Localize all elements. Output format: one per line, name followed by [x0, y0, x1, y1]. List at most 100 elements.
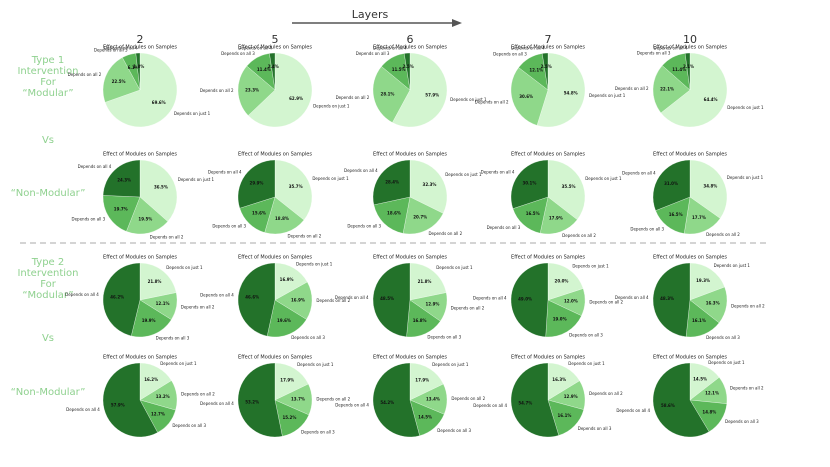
- pie-slice: [126, 196, 168, 235]
- slice-label: Depends on all 3: [291, 335, 325, 340]
- slice-label: Depends on all 3: [437, 428, 471, 433]
- pie-slice: [266, 299, 307, 338]
- pie-slice: [689, 159, 728, 219]
- slice-value: 69.6%: [152, 100, 166, 105]
- slice-value: 16.5%: [669, 212, 683, 217]
- slice-label: Depends on just 1: [297, 362, 334, 367]
- slice-value: 11.4%: [257, 67, 271, 72]
- slice-label: Depends on all 4: [473, 296, 507, 301]
- slice-value: 17.7%: [692, 215, 706, 220]
- slice-value: 20.7%: [413, 215, 427, 220]
- slice-label: Depends on all 4: [511, 46, 545, 51]
- slice-label: Depends on all 3: [156, 335, 190, 340]
- slice-value: 13.7%: [291, 397, 305, 402]
- slice-value: 19.5%: [138, 216, 152, 221]
- pie-slice: [274, 362, 309, 401]
- pie-slice: [237, 159, 276, 209]
- slice-label: Depends on all 2: [589, 391, 623, 396]
- pie-slice: [135, 52, 141, 91]
- slice-label: Depends on all 2: [181, 391, 215, 396]
- slice-label: Depends on all 3: [493, 51, 527, 56]
- pie-slice: [102, 262, 141, 337]
- slice-label: Depends on all 2: [731, 303, 765, 308]
- slice-label: Depends on all 2: [451, 305, 485, 310]
- slice-value: 2.4%: [268, 64, 279, 69]
- slice-label: Depends on all 2: [475, 100, 509, 105]
- pie-slice: [684, 52, 691, 91]
- slice-label: Depends on all 2: [706, 232, 740, 237]
- slice-label: Depends on all 2: [615, 86, 649, 91]
- pie-slice: [372, 262, 411, 337]
- slice-label: Depends on just 1: [174, 111, 211, 116]
- pie-title: Effect of Modules on Samples: [238, 45, 312, 51]
- slice-value: 46.2%: [110, 294, 124, 299]
- slice-value: 11.4%: [672, 67, 686, 72]
- pie-slice: [372, 66, 411, 123]
- slice-value: 11.5%: [392, 67, 406, 72]
- pie-title: Effect of Modules on Samples: [373, 255, 447, 261]
- row-label: For: [40, 77, 57, 88]
- slice-label: Depends on all 3: [356, 51, 390, 56]
- slice-label: Depends on all 3: [630, 226, 664, 231]
- slice-label: Depends on just 1: [585, 176, 622, 181]
- pie-slice: [547, 262, 584, 301]
- slice-label: Depends on all 2: [150, 234, 184, 239]
- slice-value: 2.5%: [403, 64, 414, 69]
- column-label: 2: [137, 33, 144, 46]
- pie-title: Effect of Modules on Samples: [238, 355, 312, 361]
- row-label: Type 1: [31, 55, 65, 66]
- pie-slice: [684, 196, 721, 235]
- slice-value: 19.9%: [142, 318, 156, 323]
- slice-value: 17.9%: [549, 216, 563, 221]
- row-label: “Modular”: [22, 88, 73, 99]
- slice-label: Depends on all 3: [301, 429, 335, 434]
- slice-value: 16.1%: [558, 413, 572, 418]
- pie-title: Effect of Modules on Samples: [511, 152, 585, 158]
- pie-slice: [139, 159, 178, 222]
- slice-value: 28.1%: [381, 91, 395, 96]
- slice-label: Depends on all 4: [78, 164, 112, 169]
- slice-label: Depends on just 1: [568, 361, 605, 366]
- pie-title: Effect of Modules on Samples: [511, 45, 585, 51]
- slice-label: Depends on just 1: [312, 176, 349, 181]
- slice-value: 12.1%: [156, 301, 170, 306]
- pie-title: Effect of Modules on Samples: [511, 255, 585, 261]
- pie-slice: [274, 159, 313, 221]
- pie-title: Effect of Modules on Samples: [373, 355, 447, 361]
- slice-value: 23.3%: [245, 88, 259, 93]
- column-label: 10: [683, 33, 697, 46]
- slice-value: 64.4%: [704, 97, 718, 102]
- slice-label: Depends on all 3: [569, 333, 603, 338]
- pie-slice: [545, 299, 582, 338]
- pie-slice: [652, 65, 691, 114]
- slice-value: 14.5%: [418, 414, 432, 419]
- slice-value: 17.9%: [415, 378, 429, 383]
- slice-value: 16.3%: [552, 377, 566, 382]
- slice-label: Depends on all 2: [68, 72, 102, 77]
- pie-slice: [131, 299, 172, 338]
- slice-label: Depends on just 1: [432, 362, 469, 367]
- slice-label: Depends on just 1: [313, 103, 350, 108]
- slice-label: Depends on all 4: [616, 408, 650, 413]
- pie-slice: [102, 195, 141, 232]
- slice-value: 49.0%: [518, 296, 532, 301]
- slice-value: 20.0%: [555, 278, 569, 283]
- slice-label: Depends on all 3: [72, 217, 106, 222]
- slice-value: 2.1%: [683, 64, 694, 69]
- slice-value: 16.9%: [280, 277, 294, 282]
- slice-label: Depends on just 1: [727, 175, 764, 180]
- row-label: Vs: [42, 333, 54, 344]
- layers-title: Layers: [352, 8, 389, 21]
- slice-label: Depends on all 4: [373, 46, 407, 51]
- slice-label: Depends on just 1: [572, 263, 609, 268]
- slice-label: Depends on just 1: [178, 177, 215, 182]
- slice-value: 57.9%: [111, 403, 125, 408]
- row-label: For: [40, 279, 57, 290]
- pie-slice: [247, 52, 313, 128]
- slice-value: 28.4%: [385, 180, 399, 185]
- pie-title: Effect of Modules on Samples: [103, 255, 177, 261]
- slice-label: Depends on all 4: [208, 170, 242, 175]
- slice-value: 34.8%: [703, 183, 717, 188]
- slice-value: 6.1%: [128, 65, 139, 70]
